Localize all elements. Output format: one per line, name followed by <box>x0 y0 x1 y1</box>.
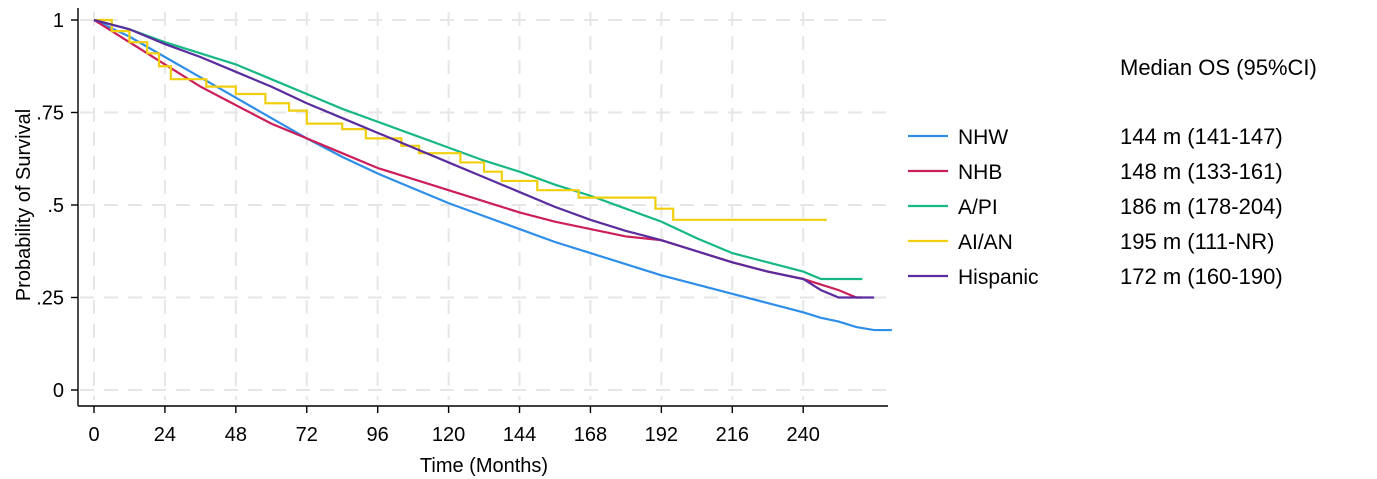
x-tick-label: 24 <box>154 424 176 446</box>
x-tick-label: 96 <box>367 424 389 446</box>
x-tick-label: 192 <box>645 424 678 446</box>
x-tick-label: 168 <box>574 424 607 446</box>
x-tick-label: 120 <box>432 424 465 446</box>
y-tick-label: 1 <box>53 10 64 32</box>
y-tick-label: .25 <box>36 288 64 310</box>
survival-curves <box>93 18 892 332</box>
x-tick-label: 0 <box>88 424 99 446</box>
x-tick-label: 144 <box>503 424 536 446</box>
median-os-value: 144 m (141-147) <box>1120 124 1283 149</box>
y-tick-label: 0 <box>53 380 64 402</box>
legend-label: NHB <box>958 161 1002 184</box>
x-tick-label: 72 <box>296 424 318 446</box>
legend-label: NHW <box>958 126 1008 149</box>
median-os-header: Median OS (95%CI) <box>1120 55 1317 80</box>
median-os-value: 148 m (133-161) <box>1120 159 1283 184</box>
y-axis-ticks: 0 .25 .5 .75 1 <box>36 10 78 402</box>
x-tick-label: 216 <box>716 424 749 446</box>
legend-label: AI/AN <box>958 231 1013 254</box>
series-line-nhw <box>93 19 892 332</box>
axes <box>77 8 888 407</box>
legend-label: Hispanic <box>958 266 1039 289</box>
x-axis-ticks: 0 24 48 72 96 120 144 168 192 216 240 <box>88 406 820 446</box>
legend: NHW 144 m (141-147) NHB 148 m (133-161) A/PI… <box>908 124 1283 289</box>
y-tick-label: .75 <box>36 103 64 125</box>
median-os-value: 195 m (111-NR) <box>1120 229 1274 254</box>
grid-lines <box>80 12 886 400</box>
x-tick-label: 48 <box>225 424 247 446</box>
y-tick-label: .5 <box>47 195 64 217</box>
x-axis-title: Time (Months) <box>420 455 548 477</box>
legend-label: A/PI <box>958 196 998 219</box>
median-os-value: 186 m (178-204) <box>1120 194 1283 219</box>
x-tick-label: 240 <box>787 424 820 446</box>
series-line-hispanic <box>93 18 875 299</box>
series-line-a-pi <box>93 18 863 281</box>
y-axis-title: Probability of Survival <box>13 109 35 301</box>
series-line-ai-an <box>94 18 827 221</box>
median-os-value: 172 m (160-190) <box>1120 264 1283 289</box>
